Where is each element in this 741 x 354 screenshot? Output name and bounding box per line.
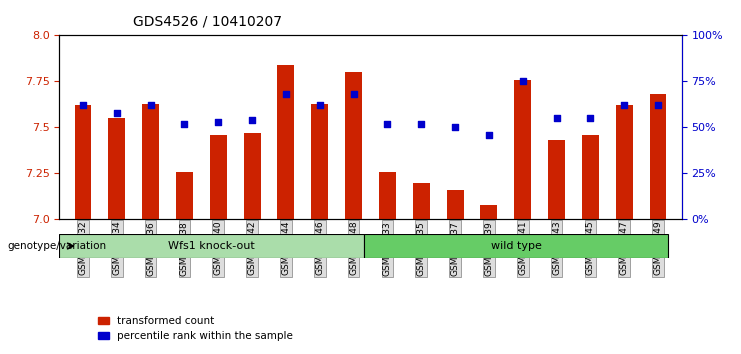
Bar [582, 135, 599, 219]
Bar [447, 190, 464, 219]
Text: GDS4526 / 10410207: GDS4526 / 10410207 [133, 14, 282, 28]
Bar [514, 80, 531, 219]
Bar [311, 103, 328, 219]
Bar [277, 65, 294, 219]
Point [618, 103, 630, 108]
Point [415, 121, 427, 127]
Bar [108, 118, 125, 219]
Point [179, 121, 190, 127]
Point [77, 103, 89, 108]
FancyBboxPatch shape [59, 234, 364, 258]
FancyBboxPatch shape [364, 234, 668, 258]
Point [348, 91, 359, 97]
Bar [616, 105, 633, 219]
Point [449, 125, 461, 130]
Bar [548, 140, 565, 219]
Bar [379, 172, 396, 219]
Point [652, 103, 664, 108]
Point [516, 79, 528, 84]
Bar [650, 94, 666, 219]
Bar [142, 103, 159, 219]
Point [551, 115, 562, 121]
Bar [480, 205, 497, 219]
Legend: transformed count, percentile rank within the sample: transformed count, percentile rank withi… [94, 312, 297, 345]
Point [213, 119, 225, 125]
Point [280, 91, 292, 97]
Point [144, 103, 156, 108]
Bar [413, 183, 430, 219]
Point [585, 115, 597, 121]
Text: wild type: wild type [491, 241, 542, 251]
Bar [176, 172, 193, 219]
Bar [210, 135, 227, 219]
Point [314, 103, 326, 108]
Point [246, 117, 258, 123]
Point [483, 132, 495, 138]
Bar [244, 133, 261, 219]
Text: genotype/variation: genotype/variation [7, 241, 107, 251]
Bar [75, 105, 91, 219]
Point [382, 121, 393, 127]
Point [111, 110, 123, 115]
Bar [345, 72, 362, 219]
Text: Wfs1 knock-out: Wfs1 knock-out [168, 241, 255, 251]
